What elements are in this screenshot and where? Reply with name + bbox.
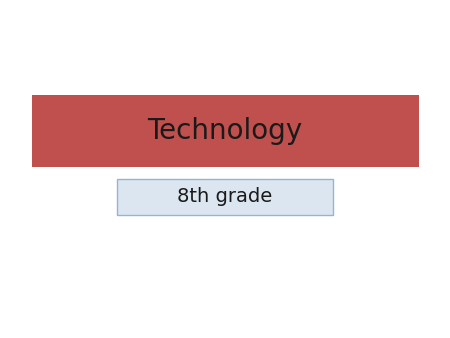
Text: Technology: Technology — [148, 117, 302, 145]
Text: 8th grade: 8th grade — [177, 187, 273, 207]
FancyBboxPatch shape — [117, 179, 333, 215]
FancyBboxPatch shape — [32, 95, 419, 167]
